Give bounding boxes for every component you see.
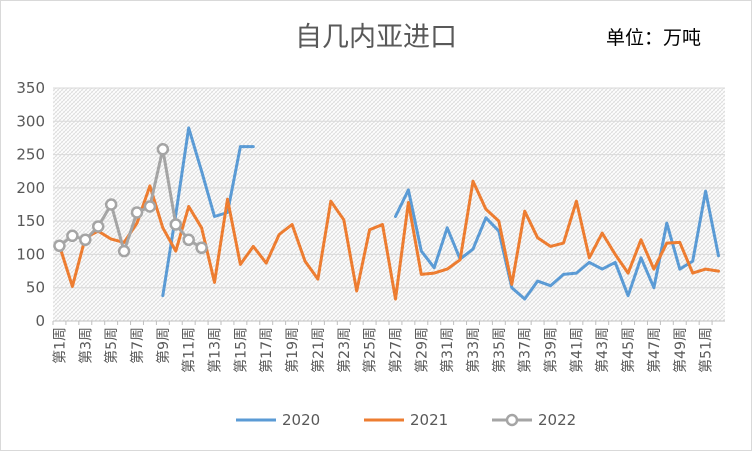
- legend-item-2022: 2022: [492, 411, 576, 429]
- y-tick-label: 100: [16, 245, 45, 263]
- x-tick-label: 第19周: [284, 327, 301, 373]
- x-tick-label: 第35周: [491, 327, 508, 373]
- data-point-2022: [117, 244, 131, 258]
- data-point-2022: [130, 206, 144, 219]
- x-tick-label: 第25周: [362, 327, 379, 373]
- legend-label: 2021: [410, 411, 448, 429]
- data-point-2022: [91, 220, 105, 233]
- series-line-2021: [58, 179, 720, 301]
- data-point-2022: [156, 142, 170, 156]
- x-tick-label: 第43周: [594, 327, 611, 373]
- x-tick-label: 第39周: [543, 327, 560, 373]
- chart-title: 自几内亚进口: [295, 22, 457, 53]
- data-point-2022: [104, 198, 118, 211]
- y-tick-label: 350: [16, 79, 45, 97]
- y-tick-label: 300: [16, 112, 45, 130]
- data-point-2022: [195, 241, 208, 255]
- x-tick-label: 第7周: [129, 327, 146, 364]
- x-tick-label: 第45周: [620, 327, 637, 373]
- x-axis: 第1周 第3周 第5周 第7周 第9周 第11周 第13周 第15周 第17周 第19周 第21周第…: [51, 320, 725, 373]
- data-point-2022: [182, 233, 195, 247]
- x-tick-label: 第33周: [465, 327, 482, 373]
- y-tick-label: 50: [26, 279, 45, 297]
- data-point-2022: [79, 233, 92, 247]
- x-tick-label: 第9周: [155, 327, 172, 364]
- x-tick-label: 第15周: [232, 327, 249, 373]
- x-tick-label: 第47周: [646, 327, 663, 373]
- x-tick-label: 第17周: [258, 327, 275, 373]
- legend: 2020 2021 2022: [236, 411, 576, 429]
- x-tick-label: 第11周: [181, 327, 198, 373]
- data-point-2022: [169, 218, 183, 231]
- data-point-2022: [53, 239, 66, 253]
- y-tick-label: 250: [16, 146, 45, 164]
- legend-item-2021: 2021: [364, 411, 448, 429]
- x-tick-label: 第29周: [413, 327, 430, 373]
- x-tick-label: 第1周: [51, 327, 68, 364]
- x-tick-label: 第5周: [103, 327, 120, 364]
- legend-marker: [505, 413, 519, 427]
- y-axis: 0 50 100 150 200 250 300 350: [16, 79, 45, 330]
- x-tick-label: 第27周: [387, 327, 404, 373]
- legend-item-2020: 2020: [236, 411, 320, 429]
- x-tick-label: 第37周: [517, 327, 534, 373]
- series-line-2020: [161, 126, 720, 301]
- x-tick-label: 第41周: [568, 327, 585, 373]
- legend-label: 2022: [538, 411, 576, 429]
- data-point-2022: [66, 229, 79, 243]
- y-tick-label: 150: [16, 212, 45, 230]
- x-tick-label: 第31周: [439, 327, 456, 373]
- x-tick-label: 第21周: [310, 327, 327, 373]
- series-2022: [53, 142, 208, 258]
- unit-label: 单位：万吨: [606, 27, 701, 49]
- x-tick-label: 第3周: [77, 327, 94, 364]
- x-tick-label: 第49周: [672, 327, 689, 373]
- legend-label: 2020: [282, 411, 320, 429]
- series-lines: [53, 126, 720, 301]
- x-tick-label: 第23周: [336, 327, 353, 373]
- x-tick-label: 第13周: [207, 327, 224, 373]
- series-2020: [161, 126, 720, 301]
- y-tick-label: 200: [16, 179, 45, 197]
- x-tick-label: 第51周: [698, 327, 715, 373]
- series-2021: [58, 179, 720, 301]
- data-point-2022: [143, 200, 157, 213]
- y-tick-label: 0: [35, 312, 45, 330]
